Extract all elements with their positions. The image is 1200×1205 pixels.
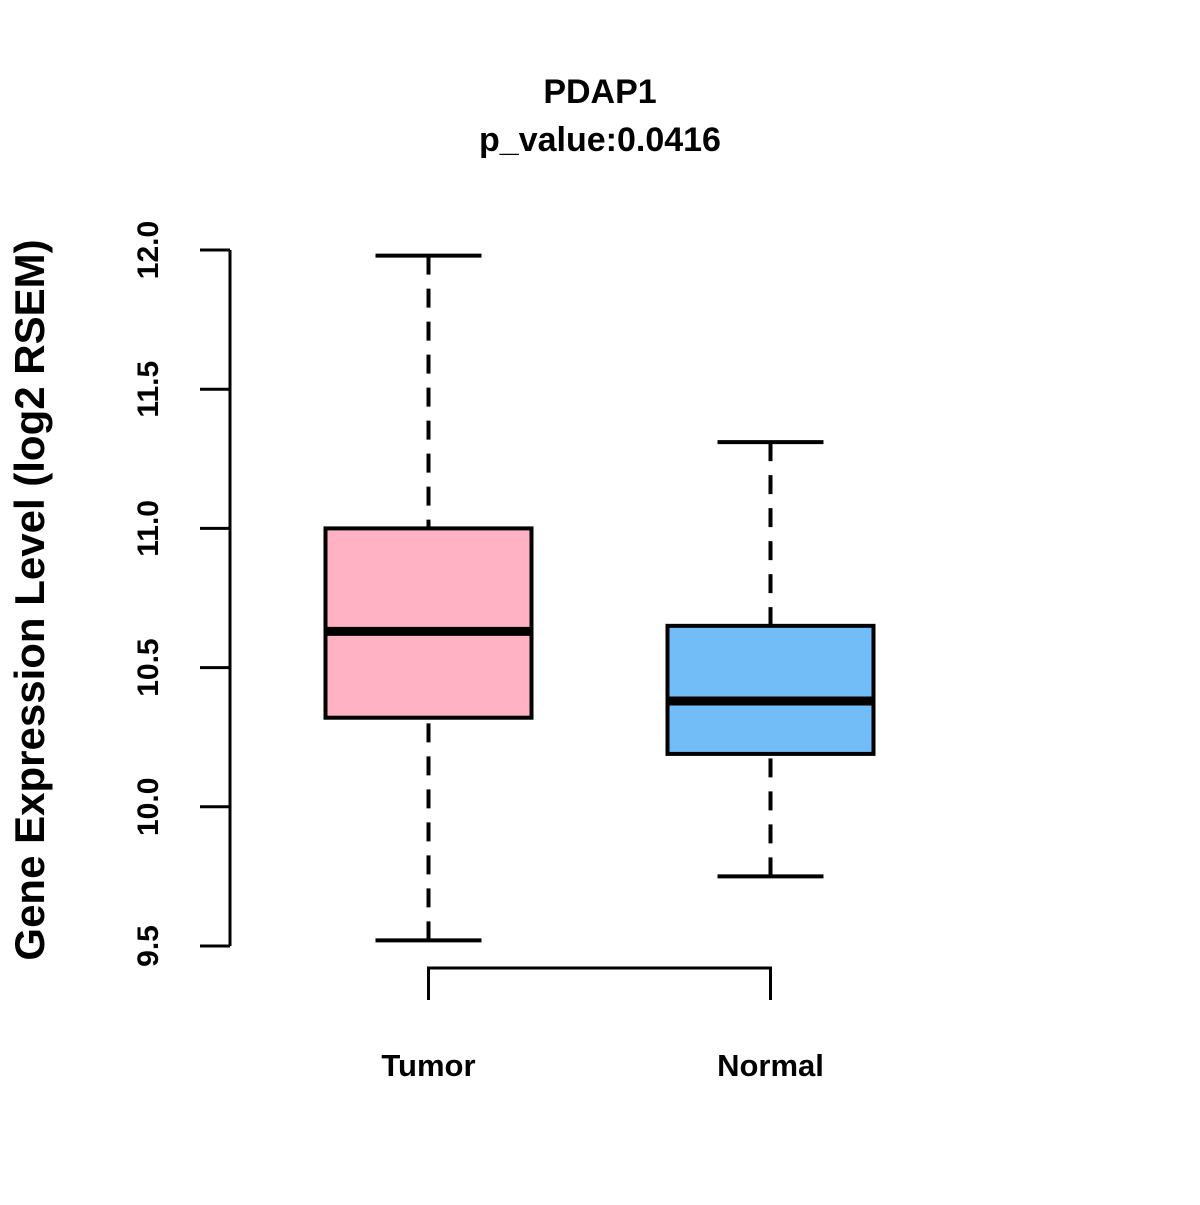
normal-box [665, 623, 876, 756]
y-tick-label: 11.5 [132, 361, 165, 418]
x-axis-label-tumor: Tumor [381, 1048, 475, 1083]
x-axis-bracket [427, 966, 772, 1000]
y-tick-label: 9.5 [132, 925, 165, 967]
y-tick-label: 12.0 [132, 221, 165, 279]
plot-area: 9.5 10.0 10.5 11.0 11.5 12.0 Tumor Normal [132, 221, 876, 1083]
y-tick-label: 10.5 [132, 638, 165, 696]
y-tick-label: 11.0 [132, 500, 165, 557]
x-axis-label-normal: Normal [717, 1048, 824, 1083]
chart-title: PDAP1 [543, 73, 656, 111]
y-axis-label: Gene Expression Level (log2 RSEM) [6, 239, 53, 960]
tumor-box [323, 526, 534, 720]
chart-subtitle-pvalue: p_value:0.0416 [479, 121, 721, 159]
y-tick-label: 10.0 [132, 778, 165, 836]
